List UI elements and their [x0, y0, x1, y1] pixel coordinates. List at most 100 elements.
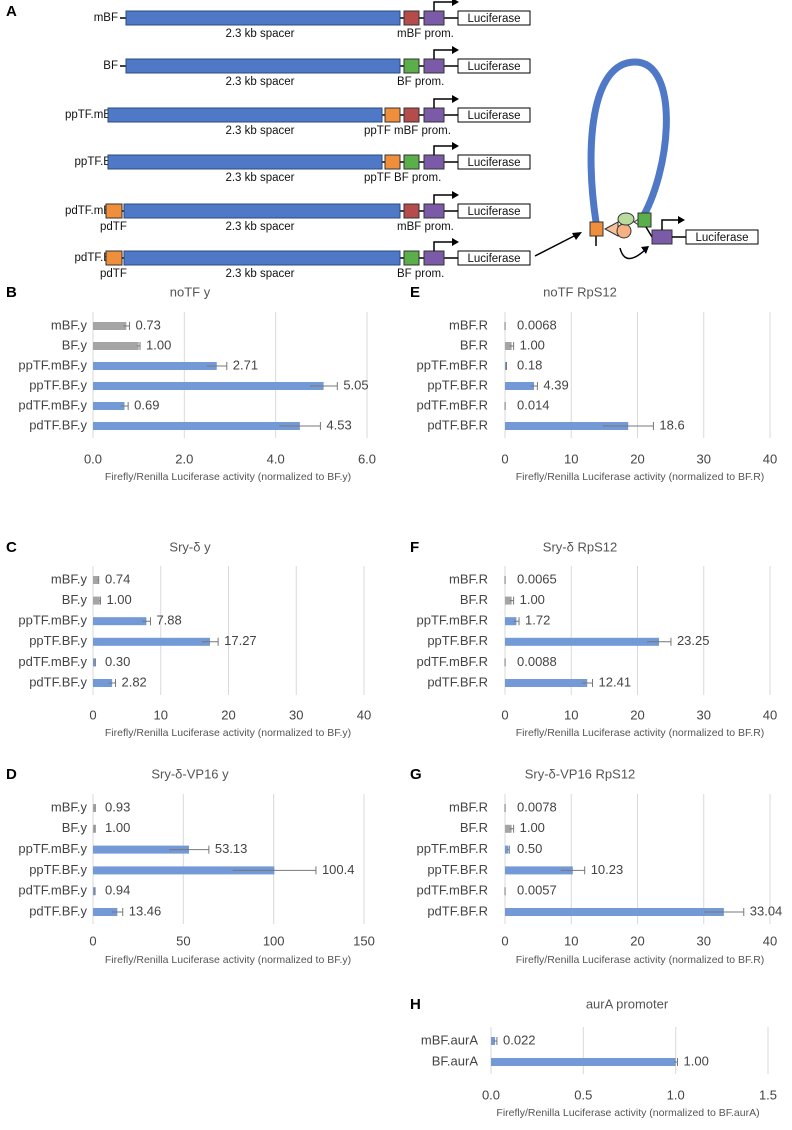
- value-label: 0.0068: [517, 317, 557, 332]
- x-tick-label: 0: [501, 933, 508, 948]
- construct-name: pdTF.mBF: [65, 205, 118, 217]
- error-bar: [560, 866, 586, 875]
- bar: [93, 824, 95, 833]
- promoter: [423, 58, 445, 74]
- value-label: 1.00: [106, 592, 131, 607]
- bf-protein: [617, 212, 635, 226]
- x-tick-label: 20: [630, 933, 644, 948]
- category-label: pdTF.mBF.R: [416, 883, 488, 898]
- bar: [505, 866, 573, 875]
- reporter-box: [457, 154, 531, 170]
- x-tick-label: 20: [630, 451, 644, 466]
- x-tick-label: 30: [289, 707, 303, 722]
- spacer-label: 2.3 kb spacer: [225, 28, 294, 40]
- category-label: BF.R: [460, 820, 488, 835]
- category-label: ppTF.BF.y: [29, 377, 87, 392]
- value-label: 0.014: [517, 397, 550, 412]
- x-tick-label: 0.5: [574, 1087, 592, 1102]
- x-tick-label: 0: [89, 933, 96, 948]
- bar: [93, 908, 118, 916]
- bar: [93, 322, 127, 330]
- value-label: 0.73: [136, 317, 161, 332]
- value-label: 1.72: [525, 613, 550, 628]
- category-label: mBF.y: [51, 317, 88, 332]
- reporter-box: [457, 250, 531, 266]
- tss-arrowhead: [452, 191, 459, 199]
- category-label: BF.R: [460, 592, 488, 607]
- category-label: BF.y: [62, 592, 88, 607]
- promoter: [651, 229, 673, 245]
- reporter-label: Luciferase: [467, 110, 520, 122]
- tss-arrow: [433, 145, 452, 155]
- category-label: mBF.y: [51, 571, 88, 586]
- bf-site: [403, 58, 420, 74]
- pointer-arrow: [534, 233, 579, 257]
- x-tick-label: 30: [697, 451, 711, 466]
- tf-protein: [616, 223, 632, 239]
- panel-letter: E: [410, 284, 420, 301]
- error-bar: [94, 887, 96, 896]
- value-label: 53.13: [215, 841, 248, 856]
- x-tick-label: 30: [697, 707, 711, 722]
- reporter-box: [457, 203, 531, 219]
- bar: [505, 596, 512, 605]
- bar: [93, 422, 300, 430]
- promoter-label: mBF prom.: [397, 221, 454, 233]
- bar: [505, 617, 517, 626]
- value-label: 1.00: [146, 337, 171, 352]
- reporter-label: Luciferase: [695, 232, 748, 244]
- promoter: [423, 107, 445, 123]
- error-bar: [94, 804, 96, 812]
- tss-arrowhead: [452, 0, 459, 6]
- x-tick-label: 10: [564, 933, 578, 948]
- x-tick-label: 50: [176, 933, 190, 948]
- bar: [505, 824, 512, 833]
- construct-name: mBF: [94, 12, 118, 24]
- tss-arrowhead: [452, 142, 459, 150]
- reporter-box: [457, 107, 531, 123]
- value-label: 0.0088: [517, 654, 557, 669]
- activation-arrowhead: [641, 246, 649, 254]
- value-label: 2.71: [233, 357, 258, 372]
- x-axis-label: Firefly/Renilla Luciferase activity (nor…: [105, 471, 351, 483]
- bar: [93, 804, 95, 812]
- tss-arrowhead: [452, 95, 459, 103]
- reporter-label: Luciferase: [467, 157, 520, 169]
- value-label: 2.82: [121, 674, 146, 689]
- chart-title: Sry-δ RpS12: [543, 539, 617, 554]
- bar: [505, 422, 629, 430]
- spacer-label: 2.3 kb spacer: [225, 268, 294, 280]
- category-label: mBF.R: [449, 799, 488, 814]
- spacer-label: 2.3 kb spacer: [225, 172, 294, 184]
- category-label: pdTF.mBF.R: [416, 654, 488, 669]
- category-label: mBF.aurA: [421, 1032, 478, 1047]
- pptf-site: [384, 107, 401, 123]
- panel-letter: F: [410, 539, 419, 556]
- bf-site: [403, 10, 420, 26]
- bar: [93, 887, 95, 896]
- value-label: 0.0078: [517, 799, 557, 814]
- category-label: ppTF.BF.R: [427, 377, 488, 392]
- bar: [93, 866, 275, 875]
- x-tick-label: 0: [501, 451, 508, 466]
- x-axis-label: Firefly/Renilla Luciferase activity (nor…: [496, 1107, 759, 1119]
- bar: [93, 342, 139, 350]
- x-tick-label: 20: [630, 707, 644, 722]
- bar: [93, 845, 189, 854]
- x-tick-label: 6.0: [358, 451, 376, 466]
- error-bar: [493, 1037, 498, 1045]
- category-label: pdTF.BF.y: [29, 417, 87, 432]
- x-tick-label: 0: [89, 707, 96, 722]
- panel-letter: H: [410, 996, 421, 1013]
- error-bar: [120, 402, 129, 410]
- chart-title: aurA promoter: [586, 996, 669, 1011]
- value-label: 1.00: [520, 820, 545, 835]
- x-tick-label: 1.0: [667, 1087, 685, 1102]
- value-label: 10.23: [591, 862, 624, 877]
- category-label: ppTF.mBF.R: [416, 613, 488, 628]
- spacer: [107, 154, 383, 170]
- bar: [93, 362, 217, 370]
- x-axis-label: Firefly/Renilla Luciferase activity (nor…: [516, 727, 765, 739]
- pdtf-site: [589, 221, 604, 237]
- error-bar: [108, 679, 116, 687]
